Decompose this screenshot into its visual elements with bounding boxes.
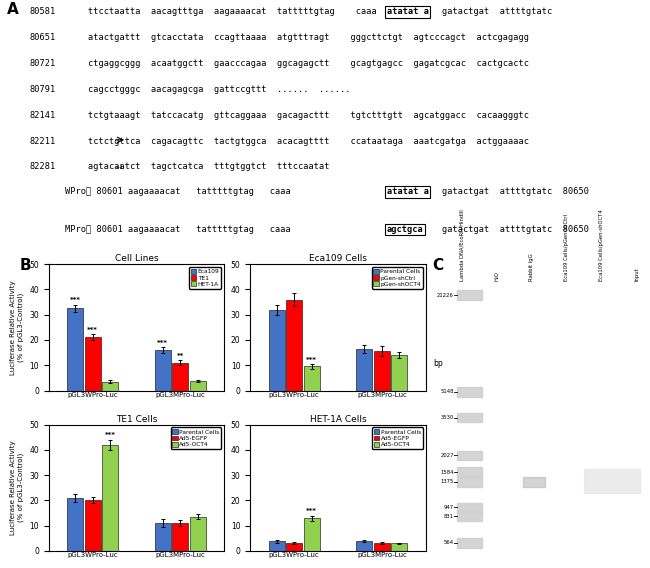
Bar	[286, 544, 302, 551]
Text: C: C	[432, 258, 443, 273]
Text: Input: Input	[634, 268, 640, 281]
Text: atatat a: atatat a	[387, 187, 429, 197]
Text: Eca109 Cells/pGen-shOCT4: Eca109 Cells/pGen-shOCT4	[599, 210, 605, 281]
Title: Cell Lines: Cell Lines	[114, 254, 159, 264]
Text: gatactgat  attttgtatc  80650: gatactgat attttgtatc 80650	[442, 187, 589, 197]
Text: 2027: 2027	[440, 453, 454, 458]
Text: 80791: 80791	[29, 85, 55, 94]
Bar	[304, 366, 320, 391]
Text: A: A	[6, 2, 18, 18]
Y-axis label: Luciferase Relative Activity
(% of pGL3-Control): Luciferase Relative Activity (% of pGL3-…	[10, 280, 23, 375]
Bar	[102, 382, 118, 391]
Text: 831: 831	[444, 514, 454, 519]
Bar	[190, 381, 206, 391]
Text: ***: ***	[306, 357, 317, 363]
Text: 80651: 80651	[29, 34, 55, 43]
Legend: Eca109, TE1, HET-1A: Eca109, TE1, HET-1A	[189, 267, 222, 289]
Text: ***: ***	[87, 327, 98, 333]
Text: atatat a: atatat a	[387, 7, 429, 16]
Bar	[67, 498, 83, 551]
Bar	[84, 337, 101, 391]
Text: 82211: 82211	[29, 137, 55, 145]
Legend: Parental Cells, pGen-shCtrl, pGen-shOCT4: Parental Cells, pGen-shCtrl, pGen-shOCT4	[372, 267, 423, 289]
Bar	[374, 544, 390, 551]
Text: tctctgttca  cagacagttc  tactgtggca  acacagtttt    ccataataga  aaatcgatga  actgga: tctctgttca cagacagttc tactgtggca acacagt…	[88, 137, 528, 145]
Bar	[374, 352, 390, 391]
Text: 82281: 82281	[29, 162, 55, 172]
Text: atactgattt  gtcacctata  ccagttaaaa  atgtttтagt    gggcttctgt  agtcccagct  actcga: atactgattt gtcacctata ccagttaaaa atgtttт…	[88, 34, 528, 43]
Text: 82141: 82141	[29, 111, 55, 120]
Text: Eca109 Cells/pGen-shCtrl: Eca109 Cells/pGen-shCtrl	[564, 214, 569, 281]
Bar	[172, 363, 188, 391]
Title: TE1 Cells: TE1 Cells	[116, 415, 157, 424]
Title: Eca109 Cells: Eca109 Cells	[309, 254, 367, 264]
Text: Rabbit IgG: Rabbit IgG	[529, 253, 534, 281]
Text: 947: 947	[443, 505, 454, 510]
Text: ctgaggcggg  acaatggctt  gaacccagaa  ggcagagctt    gcagtgagcc  gagatcgcac  cactgc: ctgaggcggg acaatggctt gaacccagaa ggcagag…	[88, 59, 528, 68]
Bar	[102, 445, 118, 551]
Text: 80721: 80721	[29, 59, 55, 68]
Legend: Parental Cells, Ad5-EGFP, Ad5-OCT4: Parental Cells, Ad5-EGFP, Ad5-OCT4	[170, 428, 222, 449]
Bar	[356, 349, 372, 391]
Bar	[84, 500, 101, 551]
Text: 564: 564	[443, 540, 454, 545]
Text: 1375: 1375	[440, 479, 454, 485]
Text: ttcctaatta  aacagtttga  aagaaaаcat  tatttttgtag    caaа: ttcctaatta aacagtttga aagaaaаcat tattttt…	[88, 7, 376, 16]
Text: gatactgat  attttgtatc: gatactgat attttgtatc	[442, 7, 552, 16]
Text: ***: ***	[157, 340, 168, 346]
Text: 5148: 5148	[440, 389, 454, 394]
Y-axis label: Luciferase Relative Activity
(% of pGL3-Control): Luciferase Relative Activity (% of pGL3-…	[10, 440, 23, 535]
Text: ***: ***	[306, 508, 317, 514]
Bar	[304, 518, 320, 551]
Text: gatactgat  attttgtatc  80650: gatactgat attttgtatc 80650	[442, 225, 589, 234]
Legend: Parental Cells, Ad5-EGFP, Ad5-OCT4: Parental Cells, Ad5-EGFP, Ad5-OCT4	[372, 428, 423, 449]
Bar	[391, 355, 408, 391]
Text: 80581: 80581	[29, 7, 55, 16]
Text: 21226: 21226	[437, 293, 454, 298]
Text: agtacaatct  tagctcatca  tttgtggtct  tttccaatat: agtacaatct tagctcatca tttgtggtct tttccaa…	[88, 162, 330, 172]
Text: 1584: 1584	[440, 470, 454, 475]
Text: bp: bp	[434, 359, 443, 367]
Bar	[155, 350, 171, 391]
Bar	[391, 544, 408, 551]
Text: +1: +1	[114, 165, 124, 170]
Text: 3530: 3530	[441, 415, 454, 420]
Bar	[268, 310, 285, 391]
Text: cagcctgggc  aacagagcga  gattccgttt  ......  ......: cagcctgggc aacagagcga gattccgttt ...... …	[88, 85, 350, 94]
Text: tctgtaaagt  tatccacatg  gttcaggaaa  gacagacttt    tgtctttgtt  agcatggacc  cacaag: tctgtaaagt tatccacatg gttcaggaaa gacagac…	[88, 111, 528, 120]
Text: ***: ***	[70, 297, 81, 303]
Text: B: B	[20, 258, 31, 273]
Bar	[286, 299, 302, 391]
Text: **: **	[177, 353, 184, 359]
Bar	[155, 523, 171, 551]
Text: H₂O: H₂O	[494, 272, 499, 281]
Text: Lambda DNA/EcoRI+HindIII: Lambda DNA/EcoRI+HindIII	[459, 210, 464, 281]
Bar	[190, 517, 206, 551]
Title: HET-1A Cells: HET-1A Cells	[309, 415, 367, 424]
Text: MPro： 80601 aagaaaаcat   tatttttgtag   caaa: MPro： 80601 aagaaaаcat tatttttgtag caaa	[65, 225, 291, 234]
Bar	[356, 541, 372, 551]
Bar	[67, 308, 83, 391]
Bar	[172, 523, 188, 551]
Text: agctgca: agctgca	[387, 225, 424, 234]
Text: WPro： 80601 aagaaaаcat   tatttttgtag   caaa: WPro： 80601 aagaaaаcat tatttttgtag caaa	[65, 187, 291, 197]
Bar	[268, 541, 285, 551]
Text: ***: ***	[105, 432, 116, 438]
